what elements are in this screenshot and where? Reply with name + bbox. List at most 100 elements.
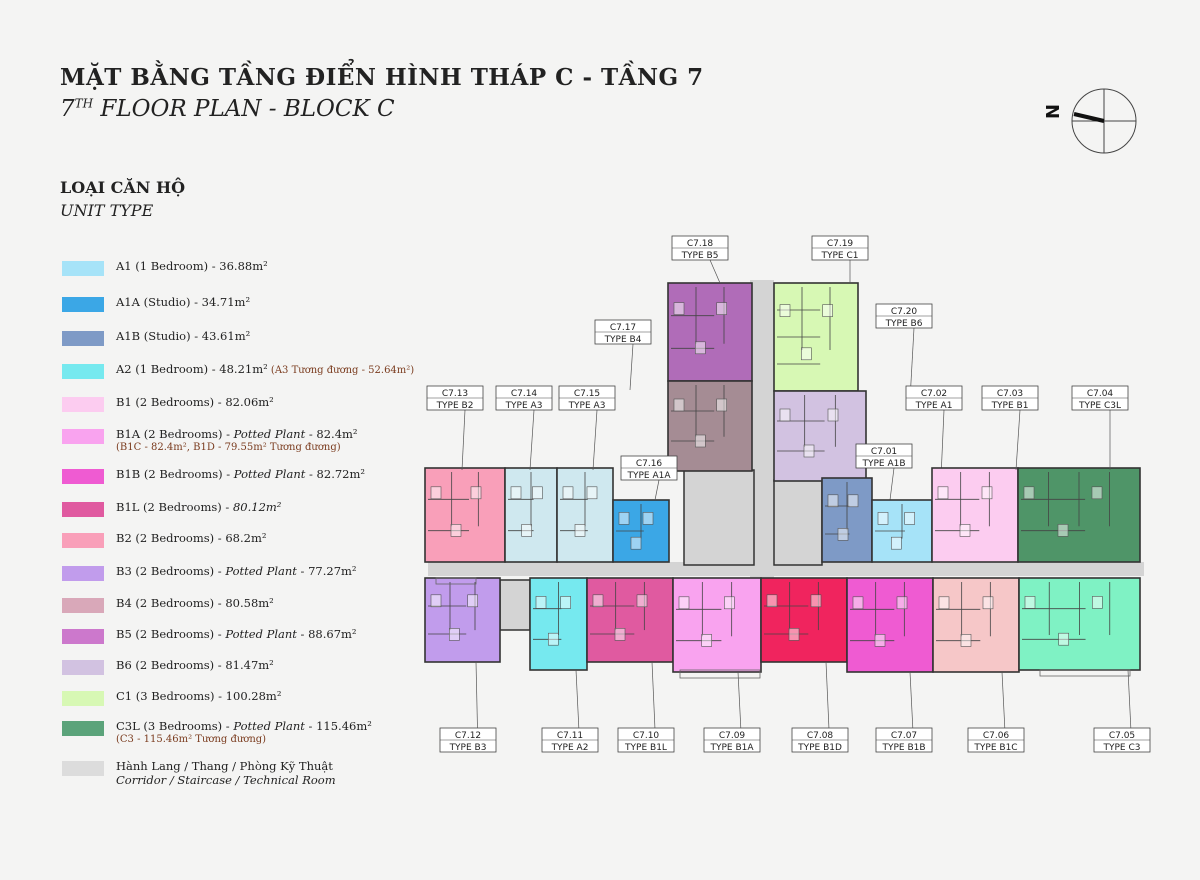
- furniture-icon: [959, 524, 971, 537]
- furniture-icon: [636, 594, 648, 608]
- furniture-icon: [695, 434, 706, 448]
- legend-item: A1A (Studio) - 34.71m²: [62, 295, 250, 317]
- legend-label: A2 (1 Bedroom) - 48.21m² (A3 Tương đương…: [116, 362, 415, 376]
- furniture-icon: [801, 347, 812, 361]
- legend-swatch: [62, 533, 104, 548]
- balcony: [1039, 669, 1131, 677]
- unit-C7-14[interactable]: [504, 467, 558, 563]
- unit-area: [932, 577, 1020, 673]
- legend-item: B6 (2 Bedrooms) - 81.47m²: [62, 658, 274, 680]
- furniture-icon: [673, 302, 685, 315]
- leader-line: [461, 409, 466, 471]
- unit-code: C7.05: [1109, 731, 1135, 741]
- unit-C7-01[interactable]: [821, 477, 873, 563]
- unit-C7-07[interactable]: [846, 577, 934, 673]
- unit-type: TYPE B2: [436, 401, 474, 411]
- unit-area: [667, 282, 753, 382]
- unit-type-subheading: UNIT TYPE: [60, 201, 154, 220]
- unit-code: C7.19: [827, 239, 854, 249]
- legend-item: A1 (1 Bedroom) - 36.88m²: [62, 259, 268, 281]
- unit-C7-19[interactable]: [773, 282, 859, 392]
- furniture-icon: [430, 594, 442, 608]
- legend-label: A1 (1 Bedroom) - 36.88m²: [116, 259, 268, 273]
- unit-C7-15[interactable]: [556, 467, 614, 563]
- legend-swatch: [62, 691, 104, 706]
- furniture-icon: [937, 486, 949, 500]
- unit-code: C7.10: [633, 731, 660, 741]
- furniture-icon: [618, 512, 630, 525]
- unit-C7-13[interactable]: [424, 467, 506, 563]
- unit-C7-03[interactable]: [931, 467, 1019, 563]
- unit-C7-17[interactable]: [667, 380, 753, 472]
- balcony: [679, 669, 761, 679]
- legend-item: C1 (3 Bedrooms) - 100.28m²: [62, 689, 281, 711]
- unit-type-heading: LOẠI CĂN HỘ: [60, 178, 186, 197]
- unit-C7-09[interactable]: [672, 577, 762, 673]
- unit-type: TYPE A1: [915, 401, 953, 411]
- legend-label: A1A (Studio) - 34.71m²: [116, 295, 251, 309]
- unit-code: C7.16: [636, 459, 663, 469]
- legend-item: A2 (1 Bedroom) - 48.21m² (A3 Tương đương…: [62, 362, 414, 384]
- unit-type: TYPE A1A: [626, 471, 671, 481]
- unit-C7-16[interactable]: [612, 499, 670, 563]
- legend-label: B3 (2 Bedrooms) - Potted Plant - 77.27m²: [116, 564, 357, 578]
- unit-type: TYPE B1A: [709, 743, 754, 753]
- furniture-icon: [1058, 632, 1069, 646]
- furniture-icon: [827, 494, 839, 508]
- unit-C7-11[interactable]: [529, 577, 588, 671]
- unit-type: TYPE C3: [1103, 743, 1141, 753]
- legend-item: B1A (2 Bedrooms) - Potted Plant - 82.4m²…: [62, 427, 358, 453]
- furniture-icon: [630, 536, 642, 550]
- unit-C7-18[interactable]: [667, 282, 753, 382]
- furniture-icon: [960, 634, 972, 647]
- elevator-core: [683, 469, 755, 566]
- furniture-icon: [592, 594, 604, 608]
- legend-label: B1L (2 Bedrooms) - 80.12m²: [116, 500, 282, 514]
- furniture-icon: [779, 408, 791, 422]
- unit-area: [424, 467, 506, 563]
- unit-C7-05[interactable]: [1018, 577, 1141, 671]
- furniture-icon: [673, 398, 685, 412]
- unit-C7-10[interactable]: [586, 577, 674, 663]
- legend-item: A1B (Studio) - 43.61m²: [62, 329, 250, 351]
- unit-C7-12[interactable]: [424, 577, 501, 663]
- legend-swatch: [62, 331, 104, 346]
- legend-item: C3L (3 Bedrooms) - Potted Plant - 115.46…: [62, 719, 372, 745]
- unit-type: TYPE B1D: [797, 743, 842, 753]
- furniture-icon: [788, 628, 800, 641]
- legend-swatch: [62, 364, 104, 379]
- unit-type: TYPE B5: [681, 251, 719, 261]
- furniture-icon: [891, 536, 902, 550]
- legend-label: B1 (2 Bedrooms) - 82.06m²: [116, 395, 274, 409]
- unit-type: TYPE B4: [604, 335, 642, 345]
- legend-swatch: [62, 598, 104, 613]
- compass-north-label: N: [1041, 104, 1062, 119]
- legend-label: B2 (2 Bedrooms) - 68.2m²: [116, 531, 267, 545]
- unit-code: C7.08: [807, 731, 834, 741]
- unit-code: C7.11: [557, 731, 583, 741]
- unit-code: C7.13: [442, 389, 468, 399]
- unit-code: C7.12: [455, 731, 481, 741]
- unit-C7-08[interactable]: [760, 577, 848, 663]
- legend-label: B1A (2 Bedrooms) - Potted Plant - 82.4m²…: [116, 427, 358, 453]
- unit-C7-06[interactable]: [932, 577, 1020, 673]
- unit-type: TYPE B1B: [881, 743, 925, 753]
- legend-label: B6 (2 Bedrooms) - 81.47m²: [116, 658, 274, 672]
- unit-C7-02[interactable]: [871, 499, 933, 563]
- leader-line: [592, 409, 598, 471]
- furniture-icon: [779, 304, 791, 317]
- unit-type: TYPE A3: [568, 401, 606, 411]
- furniture-icon: [847, 494, 859, 508]
- furniture-icon: [1092, 596, 1103, 609]
- furniture-icon: [467, 594, 478, 608]
- unit-C7-20[interactable]: [773, 390, 867, 482]
- furniture-icon: [837, 528, 849, 541]
- unit-area: [931, 467, 1019, 563]
- legend-label: B4 (2 Bedrooms) - 80.58m²: [116, 596, 274, 610]
- furniture-icon: [560, 596, 571, 609]
- unit-type: TYPE B1L: [624, 743, 667, 753]
- legend-item: B1 (2 Bedrooms) - 82.06m²: [62, 395, 274, 417]
- legend-swatch: [62, 660, 104, 675]
- unit-C7-04[interactable]: [1017, 467, 1141, 563]
